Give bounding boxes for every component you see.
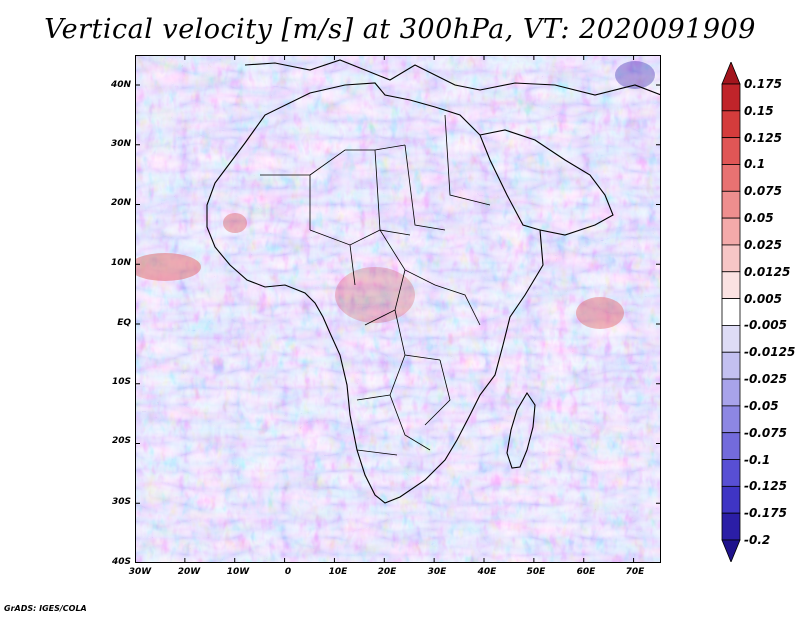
colorbar-segment — [721, 325, 741, 353]
colorbar-segment — [721, 271, 741, 299]
colorbar-label: 0.0125 — [744, 264, 791, 279]
colorbar-label: 0.1 — [744, 157, 766, 172]
lat-label-10s: 10S — [111, 377, 131, 387]
colorbar — [721, 62, 741, 562]
lon-label-0: 0 — [284, 567, 292, 577]
colorbar-segment — [721, 351, 741, 380]
country-borders — [260, 114, 491, 456]
colorbar-top-arrow — [721, 62, 741, 85]
arabia-coastline — [479, 129, 614, 236]
colorbar-segment — [721, 164, 741, 192]
lon-label-20w: 20W — [177, 567, 201, 577]
colorbar-label: 0.025 — [744, 237, 782, 252]
lon-label-70e: 70E — [625, 567, 645, 577]
colorbar-label: 0.005 — [744, 291, 782, 306]
velocity-map — [135, 55, 661, 563]
lat-label-30s: 30S — [111, 497, 131, 507]
footer-credit: GrADS: IGES/COLA — [4, 604, 87, 613]
colorbar-segment — [721, 405, 741, 434]
madagascar-coastline — [506, 391, 536, 469]
lon-label-50e: 50E — [526, 567, 546, 577]
map-frame — [135, 55, 661, 563]
lat-label-40s: 40S — [111, 557, 131, 567]
africa-coastline — [206, 82, 544, 504]
colorbar-label: -0.2 — [744, 533, 771, 547]
colorbar-segment — [721, 244, 741, 273]
colorbar-segment — [721, 298, 741, 326]
colorbar-label: -0.1 — [744, 452, 771, 467]
lon-label-20e: 20E — [377, 567, 397, 577]
colorbar-label: -0.0125 — [744, 345, 796, 360]
lon-label-10e: 10E — [328, 567, 348, 577]
updraft-indian-ocean — [576, 297, 624, 329]
colorbar-segment — [721, 432, 741, 460]
lon-label-40e: 40E — [477, 567, 497, 577]
colorbar-segment — [721, 137, 741, 165]
colorbar-label: -0.025 — [744, 372, 787, 387]
axis-ticks — [135, 55, 661, 563]
colorbar-segment — [721, 485, 741, 514]
chart-title: Vertical velocity [m/s] at 300hPa, VT: 2… — [44, 14, 756, 45]
lat-label-10n: 10N — [110, 258, 131, 268]
colorbar-label: -0.125 — [744, 479, 787, 494]
colorbar-label: -0.005 — [744, 318, 787, 333]
updraft-central-africa — [335, 267, 415, 323]
colorbar-segment — [721, 83, 741, 112]
lon-label-10w: 10W — [226, 567, 250, 577]
lat-label-20s: 20S — [111, 436, 131, 446]
lat-label-30n: 30N — [110, 139, 131, 149]
lat-label-40n: 40N — [110, 80, 131, 90]
colorbar-segment — [721, 217, 741, 246]
lat-label-20n: 20N — [110, 198, 131, 208]
colorbar-segment — [721, 190, 741, 219]
colorbar-label: 0.075 — [744, 184, 782, 199]
colorbar-label: -0.075 — [744, 425, 787, 440]
colorbar-label: -0.05 — [744, 398, 779, 413]
colorbar-label: 0.125 — [744, 130, 782, 145]
updraft-west-africa — [223, 213, 247, 233]
lon-label-60e: 60E — [576, 567, 596, 577]
colorbar-segment — [721, 512, 741, 541]
downdraft-northeast — [615, 61, 655, 89]
colorbar-label: 0.175 — [744, 77, 782, 91]
colorbar-label: 0.05 — [744, 211, 774, 226]
lon-label-30w: 30W — [128, 567, 152, 577]
colorbar-label: 0.15 — [744, 103, 774, 118]
colorbar-segment — [721, 110, 741, 139]
colorbar-segment — [721, 378, 741, 407]
lon-label-30e: 30E — [427, 567, 447, 577]
velocity-field-streaks — [135, 55, 661, 563]
map-panel — [135, 55, 661, 563]
colorbar-bottom-arrow — [721, 539, 741, 562]
colorbar-label: -0.175 — [744, 506, 787, 521]
lat-label-eq: EQ — [117, 318, 131, 328]
colorbar-segment — [721, 459, 741, 487]
updraft-atlantic — [135, 253, 201, 281]
europe-coastline — [244, 59, 661, 96]
